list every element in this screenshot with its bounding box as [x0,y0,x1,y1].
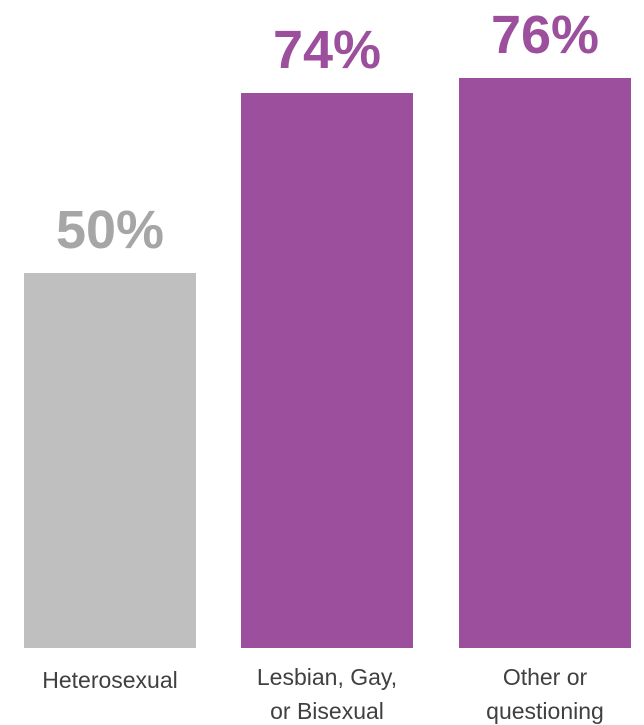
category-tick-label: Heterosexual [42,667,178,693]
bar [241,93,413,648]
value-labels-group: 50% 74% 76% [56,5,599,260]
data-label: 76% [491,5,599,65]
category-tick-label: or Bisexual [270,698,384,724]
category-tick-label: Other or [503,664,588,690]
data-label: 74% [273,20,381,80]
data-label: 50% [56,200,164,260]
category-tick-label: Lesbian, Gay, [257,664,397,690]
bars-group [24,78,631,648]
bar [459,78,631,648]
category-tick-label: questioning [486,698,604,724]
bar [24,273,196,648]
category-labels-group: Heterosexual Lesbian, Gay, or Bisexual Othe… [42,664,604,724]
